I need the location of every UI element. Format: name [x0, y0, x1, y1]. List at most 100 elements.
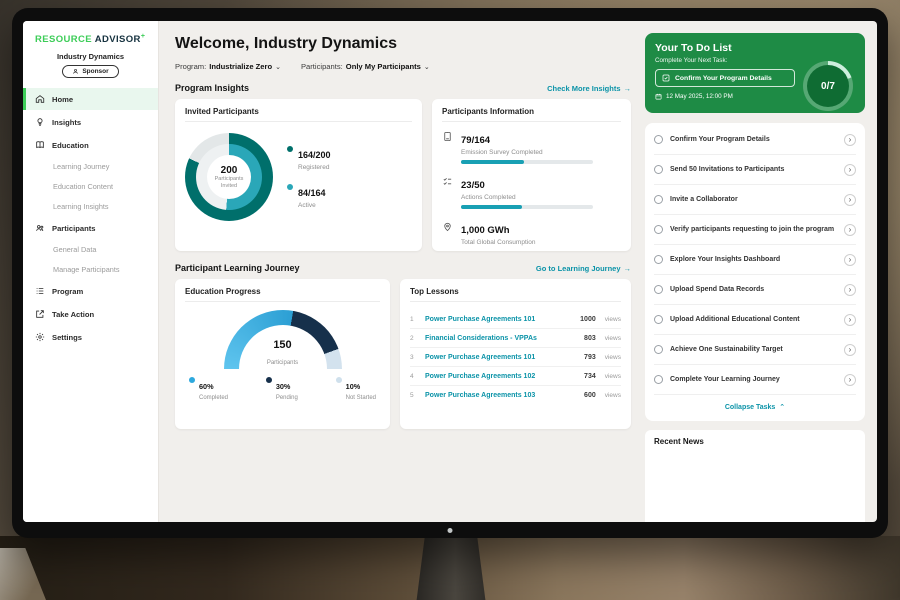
task-row-explore-insights[interactable]: Explore Your Insights Dashboard ›: [654, 245, 856, 275]
lesson-link[interactable]: Power Purchase Agreements 101: [425, 315, 536, 323]
sidebar-item-take-action[interactable]: Take Action: [23, 303, 158, 325]
sidebar-item-learning-journey[interactable]: Learning Journey: [53, 162, 110, 172]
sidebar-item-manage-participants[interactable]: Manage Participants: [53, 265, 120, 275]
next-task-button[interactable]: Confirm Your Program Details: [655, 69, 795, 87]
lesson-link[interactable]: Power Purchase Agreements 101: [425, 353, 536, 361]
due-date-row: 12 May 2025, 12:00 PM: [655, 93, 855, 100]
top-lessons-card: Top Lessons 1 Power Purchase Agreements …: [400, 279, 631, 429]
lesson-link[interactable]: Financial Considerations - VPPAs: [425, 334, 537, 342]
sidebar-item-label: Participants: [52, 223, 96, 233]
task-row-achieve-target[interactable]: Achieve One Sustainability Target ›: [654, 335, 856, 365]
program-insights-header: Program Insights Check More Insights →: [175, 83, 631, 93]
task-list-card: Confirm Your Program Details › Send 50 I…: [645, 123, 865, 421]
chevron-right-icon[interactable]: ›: [844, 373, 856, 386]
legend-label: Completed: [199, 395, 229, 401]
sidebar-item-insights[interactable]: Insights: [23, 111, 158, 133]
legend-dot: [335, 377, 342, 383]
task-checkbox[interactable]: [654, 135, 663, 144]
task-checkbox[interactable]: [654, 375, 663, 384]
sidebar-item-participants[interactable]: Participants: [23, 217, 158, 239]
section-title: Program Insights: [175, 83, 250, 93]
sidebar-item-education[interactable]: Education: [23, 134, 158, 156]
org-name: Industry Dynamics: [56, 52, 125, 62]
program-dropdown[interactable]: Program: Industrialize Zero ⌄: [175, 62, 281, 71]
brand-logo[interactable]: RESOURCE ADVISOR+: [23, 31, 158, 52]
stat-value: 23/50: [461, 180, 485, 191]
todo-subtitle: Complete Your Next Task:: [655, 57, 728, 64]
stat-label: Total Global Consumption: [461, 239, 536, 246]
check-more-insights-link[interactable]: Check More Insights →: [547, 84, 631, 93]
learning-cards-row: Education Progress 150 Participants: [175, 279, 631, 429]
legend-item-pending: 30% Pending: [265, 376, 298, 401]
lesson-link[interactable]: Power Purchase Agreements 103: [425, 391, 536, 399]
go-to-learning-journey-link[interactable]: Go to Learning Journey →: [536, 264, 631, 273]
task-checkbox[interactable]: [654, 285, 663, 294]
home-icon: [35, 95, 45, 103]
chevron-right-icon[interactable]: ›: [844, 283, 856, 296]
invited-donut-chart: 200 Participants Invited: [185, 133, 273, 221]
chevron-down-icon: ⌄: [275, 63, 281, 71]
chevron-right-icon[interactable]: ›: [844, 133, 856, 146]
task-row-verify-participants[interactable]: Verify participants requesting to join t…: [654, 215, 856, 245]
task-checkbox[interactable]: [654, 225, 663, 234]
chevron-right-icon[interactable]: ›: [844, 223, 856, 236]
task-checkbox[interactable]: [654, 345, 663, 354]
lesson-views-suffix: views: [604, 372, 621, 380]
legend-label: Pending: [275, 395, 298, 401]
todo-panel: Your To Do List Complete Your Next Task:…: [643, 21, 877, 522]
chevron-right-icon[interactable]: ›: [844, 193, 856, 206]
program-dropdown-label: Program:: [175, 62, 207, 71]
sidebar-nav: Home Insights Education Learning Journey…: [23, 87, 158, 522]
legend-pct: 10%: [345, 382, 361, 391]
sidebar-item-learning-insights[interactable]: Learning Insights: [53, 202, 109, 212]
chevron-right-icon[interactable]: ›: [844, 313, 856, 326]
participants-dropdown[interactable]: Participants: Only My Participants ⌄: [301, 62, 430, 71]
sidebar-item-home[interactable]: Home: [23, 88, 158, 111]
lesson-link[interactable]: Power Purchase Agreements 102: [425, 372, 536, 380]
stat-label: Emission Survey Completed: [461, 149, 543, 156]
chevron-right-icon[interactable]: ›: [844, 253, 856, 266]
recent-news-header[interactable]: Recent News: [645, 430, 865, 522]
task-checkbox[interactable]: [654, 165, 663, 174]
participants-dropdown-label: Participants:: [300, 62, 343, 71]
gauge-center-value: 150: [273, 339, 292, 351]
task-checkbox[interactable]: [654, 255, 663, 264]
sidebar-item-settings[interactable]: Settings: [23, 326, 158, 348]
calendar-icon: [655, 93, 662, 100]
brand-secondary: ADVISOR: [94, 34, 141, 46]
lesson-rank: 3: [410, 353, 414, 361]
checkbox-icon: [662, 74, 670, 82]
task-row-send-invitations[interactable]: Send 50 Invitations to Participants ›: [654, 155, 856, 185]
sidebar-item-general-data[interactable]: General Data: [53, 245, 97, 255]
book-icon: [36, 141, 44, 149]
participants-dropdown-value: Only My Participants: [345, 62, 421, 71]
legend-dot: [287, 146, 293, 152]
sidebar-item-label: Program: [52, 286, 84, 296]
task-row-complete-learning-journey[interactable]: Complete Your Learning Journey ›: [654, 365, 856, 395]
task-checkbox[interactable]: [654, 315, 663, 324]
lesson-rank: 2: [410, 334, 414, 342]
collapse-tasks-link[interactable]: Collapse Tasks ⌃: [654, 395, 856, 418]
donut-center-value: 200: [220, 164, 238, 176]
task-label: Upload Spend Data Records: [670, 285, 765, 293]
sidebar-item-program[interactable]: Program: [23, 280, 158, 302]
progress-bar: [461, 205, 593, 209]
lesson-rank: 1: [410, 315, 414, 323]
sidebar-item-education-content[interactable]: Education Content: [53, 182, 114, 192]
chevron-right-icon[interactable]: ›: [844, 163, 856, 176]
chevron-right-icon[interactable]: ›: [844, 343, 856, 356]
task-row-upload-spend-data[interactable]: Upload Spend Data Records ›: [654, 275, 856, 305]
sidebar-item-label: Home: [52, 94, 74, 104]
task-label: Upload Additional Educational Content: [670, 315, 800, 323]
sidebar-item-label: Insights: [52, 117, 82, 127]
legend-dot: [189, 377, 195, 383]
lesson-views-suffix: views: [604, 391, 621, 399]
task-row-invite-collaborator[interactable]: Invite a Collaborator ›: [654, 185, 856, 215]
dashboard-screen: RESOURCE ADVISOR+ Industry Dynamics Spon…: [23, 21, 877, 522]
task-row-confirm-program[interactable]: Confirm Your Program Details ›: [654, 125, 856, 155]
task-row-upload-educational-content[interactable]: Upload Additional Educational Content ›: [654, 305, 856, 335]
stat-value: 79/164: [461, 135, 491, 146]
task-checkbox[interactable]: [654, 195, 663, 204]
legend-value: 84/164: [298, 188, 326, 198]
sidebar-item-label: Education: [52, 140, 89, 150]
